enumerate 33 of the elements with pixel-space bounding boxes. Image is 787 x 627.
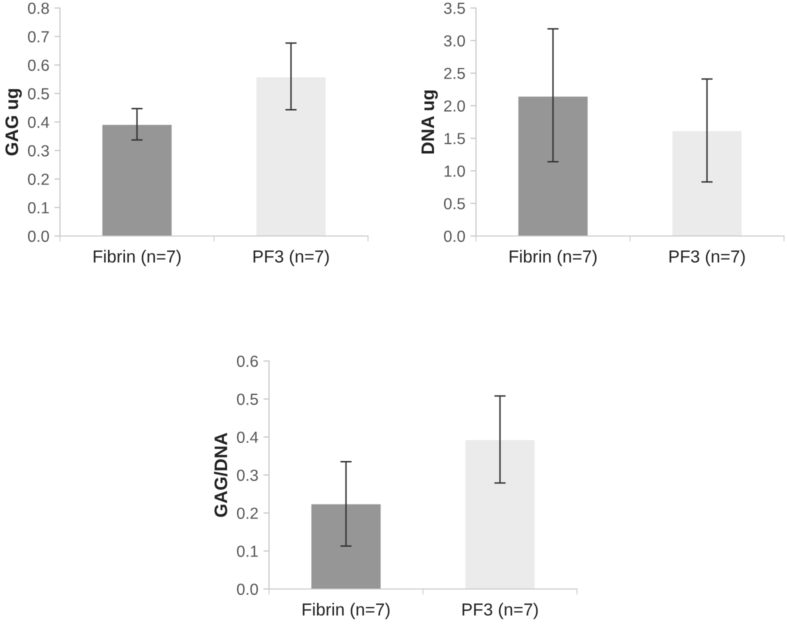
- y-axis-title: GAG/DNA: [214, 432, 228, 517]
- x-tick-label: Fibrin (n=7): [510, 250, 597, 266]
- y-tick-label: 0.4: [28, 116, 50, 128]
- y-tick-label: 0.0: [237, 584, 258, 595]
- y-tick-label: 0.6: [28, 60, 49, 71]
- x-tick-label: PF3 (n=7): [462, 602, 538, 620]
- y-tick-label: 0.7: [28, 31, 49, 42]
- y-tick-label: 0.0: [444, 230, 465, 242]
- y-tick-label: 0.2: [237, 508, 258, 519]
- y-tick-label: 0.5: [28, 88, 49, 100]
- y-tick-label: 0.5: [237, 394, 258, 405]
- x-tick-label: PF3 (n=7): [670, 250, 745, 266]
- y-tick-label: 0.3: [237, 470, 258, 481]
- y-tick-label: 0.0: [28, 230, 49, 242]
- x-tick-label: Fibrin (n=7): [302, 602, 390, 620]
- x-tick-label: PF3 (n=7): [254, 250, 329, 266]
- y-tick-label: 0.5: [444, 198, 465, 210]
- y-tick-label: 2.0: [444, 100, 465, 112]
- y-tick-label: 3.0: [444, 35, 465, 47]
- y-axis-title: DNA ug: [422, 90, 438, 154]
- y-tick-label: 2.5: [444, 68, 465, 80]
- y-tick-label: 0.3: [28, 145, 49, 156]
- y-tick-label: 0.4: [237, 432, 258, 443]
- x-tick-label: Fibrin (n=7): [94, 250, 181, 266]
- y-tick-label: 0.1: [28, 202, 49, 214]
- y-tick-label: 0.1: [237, 546, 258, 557]
- y-tick-label: 1.5: [444, 133, 465, 144]
- y-tick-label: 0.6: [237, 356, 258, 367]
- y-axis-title: GAG ug: [5, 89, 22, 156]
- y-tick-label: 0.8: [28, 2, 49, 14]
- y-tick-label: 3.5: [444, 2, 465, 14]
- y-tick-label: 0.2: [28, 174, 49, 185]
- y-tick-label: 1.0: [444, 165, 465, 177]
